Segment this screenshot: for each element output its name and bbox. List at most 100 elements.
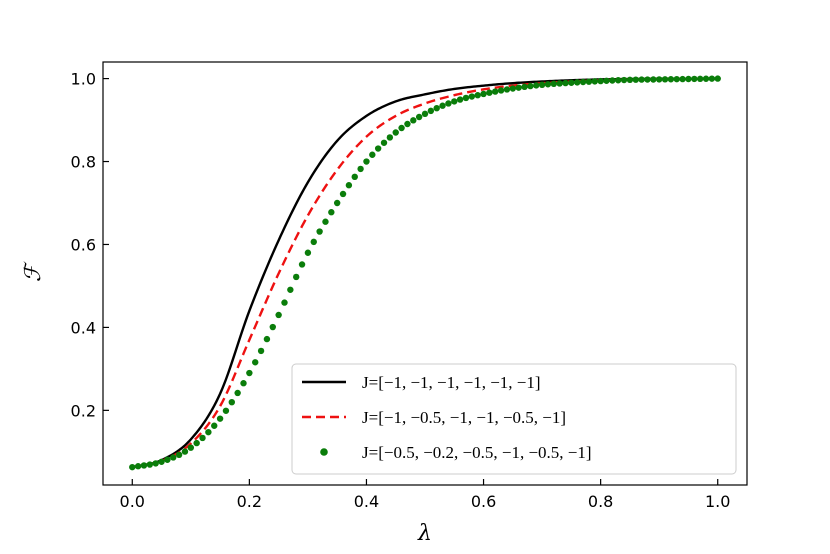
y-axis-label: ℱ (21, 261, 46, 282)
series-3-point (445, 100, 452, 107)
series-3-point (287, 286, 294, 293)
series-3-point (632, 76, 639, 83)
series-3-point (146, 461, 154, 468)
x-tick-label: 0.6 (471, 492, 496, 511)
series-3-point (574, 79, 581, 86)
series-3-point (462, 94, 470, 102)
series-3-point (345, 182, 353, 189)
series-3-point (562, 79, 569, 87)
series-3-point (556, 80, 563, 87)
y-tick-label: 0.2 (71, 401, 96, 420)
series-3-point (568, 79, 575, 86)
series-3-point (281, 299, 288, 306)
series-3-point (181, 448, 189, 455)
series-3-point (222, 407, 230, 414)
series-3-point (515, 84, 522, 91)
series-3-point (533, 82, 540, 89)
x-tick-label: 0.8 (588, 492, 613, 511)
series-3-point (392, 129, 399, 136)
series-3-point (597, 77, 604, 85)
series-3-point (673, 75, 680, 83)
legend-box (291, 363, 737, 475)
series-3-point (234, 389, 241, 397)
y-tick-label: 0.8 (71, 153, 96, 172)
series-3-point (521, 83, 528, 91)
legend-marker-3 (320, 448, 328, 456)
series-3-point (322, 218, 329, 225)
series-3-point (164, 456, 171, 463)
series-3-point (228, 398, 235, 406)
series-3-point (339, 190, 347, 198)
series-3-point (158, 458, 165, 465)
series-3-point (456, 96, 464, 103)
series-3-point (404, 120, 411, 128)
legend-entry-3: J=[−0.5, −0.2, −0.5, −1, −0.5, −1] (320, 443, 592, 462)
series-2-line (132, 77, 718, 469)
series-3-point (527, 82, 534, 90)
series-3-point (603, 77, 610, 84)
series-3-point (685, 75, 692, 83)
series-3-point (363, 158, 370, 165)
series-3-point (328, 209, 335, 216)
series-3-point (615, 77, 622, 84)
y-tick-label: 0.6 (71, 235, 96, 254)
legend-entry-2: J=[−1, −0.5, −1, −1, −0.5, −1] (302, 408, 566, 427)
axes-frame (102, 61, 748, 486)
series-3-point (257, 347, 265, 355)
series-3-point (474, 92, 481, 99)
series-3-point (486, 89, 493, 96)
series-3-point (187, 444, 195, 451)
series-3-point (293, 273, 300, 281)
series-3-point (650, 76, 657, 83)
series-3-point (696, 75, 704, 83)
series-3-point (691, 75, 698, 83)
series-3-point (252, 359, 259, 366)
series-3-point (708, 75, 716, 82)
series-3-point (638, 76, 645, 83)
series-3-point (492, 88, 499, 95)
series-3-point (351, 173, 358, 181)
x-tick-label: 0.2 (237, 492, 262, 511)
series-3-point (269, 323, 276, 331)
series-3-point (468, 93, 476, 100)
legend: J=[−1, −1, −1, −1, −1, −1] J=[−1, −0.5, −… (291, 363, 737, 475)
series-3-point (246, 369, 253, 377)
series-3-point (134, 463, 142, 470)
series-3-point (644, 76, 651, 83)
series-3-point (152, 460, 159, 467)
series-3-point (333, 199, 341, 207)
series-3-point (140, 462, 148, 469)
series-3-point (369, 151, 376, 158)
series-3-point (714, 75, 721, 82)
legend-label-2: J=[−1, −0.5, −1, −1, −0.5, −1] (362, 408, 566, 427)
series-2 (132, 77, 718, 469)
series-3-point (655, 76, 663, 83)
series-3-point (193, 439, 200, 447)
series-3-point (211, 422, 218, 429)
series-3-point (544, 81, 552, 88)
x-axis-label: λ (417, 521, 432, 546)
series-3-point (398, 124, 405, 132)
legend-label-1: J=[−1, −1, −1, −1, −1, −1] (362, 373, 541, 392)
series-3-point (175, 451, 183, 459)
x-tick-label: 0.0 (120, 492, 145, 511)
series-3-point (503, 86, 511, 93)
series-3-point (421, 110, 429, 118)
series-3-point (374, 145, 382, 152)
series-3-point (170, 454, 177, 461)
series-3-point (240, 380, 247, 387)
series-3-point (550, 80, 557, 88)
series-3-point (509, 85, 517, 92)
series-3-point (386, 134, 394, 141)
series-3-point (316, 228, 323, 235)
series-3-point (129, 463, 136, 471)
series-3-point (415, 113, 423, 121)
series-3-point (357, 165, 364, 173)
series-3-point (620, 76, 628, 84)
series-3-point (702, 75, 710, 82)
series-3-point (579, 78, 587, 86)
series-3-point (310, 238, 317, 246)
x-tick-label: 1.0 (705, 492, 730, 511)
x-tick-label: 0.4 (354, 492, 379, 511)
